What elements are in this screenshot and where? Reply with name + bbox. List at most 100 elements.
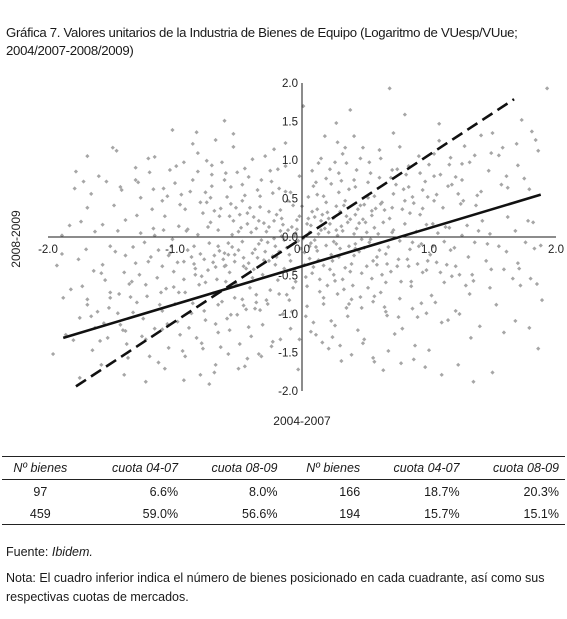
data-point: [162, 366, 167, 371]
data-point: [387, 86, 392, 91]
data-point: [447, 162, 452, 167]
data-point: [170, 127, 175, 133]
column-header: Nº bienes: [2, 456, 85, 480]
data-point: [419, 301, 424, 306]
data-point: [317, 277, 322, 282]
data-point: [480, 218, 485, 223]
data-point: [190, 141, 195, 146]
data-point: [115, 228, 120, 233]
data-point: [226, 252, 231, 257]
data-point: [68, 287, 73, 292]
data-point: [322, 226, 327, 231]
data-point: [410, 306, 415, 311]
data-point: [357, 249, 362, 254]
table-cell: 18.7%: [424, 485, 460, 499]
data-point: [236, 229, 241, 234]
data-point: [166, 253, 171, 258]
data-point: [456, 362, 461, 367]
data-point: [191, 244, 197, 249]
data-point: [282, 237, 287, 243]
data-point: [505, 185, 510, 190]
data-point: [383, 309, 388, 314]
data-point: [209, 184, 214, 189]
data-point: [382, 304, 387, 310]
data-point: [513, 228, 518, 233]
data-point: [250, 157, 255, 162]
data-point: [228, 201, 233, 206]
data-point: [351, 177, 357, 183]
data-point: [223, 279, 228, 284]
data-point: [280, 222, 286, 227]
data-point: [336, 170, 341, 176]
data-point: [453, 308, 458, 314]
data-point: [246, 324, 251, 330]
data-point: [365, 285, 371, 290]
data-point: [536, 148, 541, 153]
data-point: [227, 328, 232, 333]
data-point: [89, 191, 94, 196]
data-point: [346, 301, 352, 307]
data-point: [156, 360, 161, 365]
data-point: [207, 241, 212, 246]
data-point: [250, 251, 255, 256]
data-point: [293, 279, 298, 284]
data-point: [525, 218, 531, 223]
data-point: [191, 261, 197, 267]
data-point: [344, 160, 349, 166]
data-point: [252, 247, 258, 252]
data-point: [123, 328, 128, 334]
data-point: [461, 198, 466, 203]
data-point: [212, 208, 217, 213]
data-point: [199, 274, 204, 279]
data-point: [275, 167, 280, 172]
data-point: [383, 280, 388, 285]
data-point: [288, 326, 293, 331]
trend-lines: [62, 98, 542, 388]
data-point: [209, 163, 214, 168]
data-point: [365, 180, 371, 185]
data-point: [513, 318, 518, 324]
data-point: [401, 187, 406, 192]
data-point: [97, 338, 103, 344]
data-point: [197, 282, 202, 287]
scatter-chart: -2.0 -1.0 0.0 1.0 2.0 2.0 1.5 1.0 0.5 0.0 -0.5 -1.0…: [9, 78, 564, 428]
data-point: [67, 223, 72, 228]
data-point: [221, 257, 226, 262]
data-point: [227, 270, 232, 275]
data-point: [418, 212, 423, 217]
data-point: [268, 288, 273, 293]
data-point: [426, 348, 432, 353]
data-point: [437, 121, 442, 126]
data-point: [212, 370, 217, 375]
data-point: [111, 203, 117, 208]
data-point: [223, 263, 228, 268]
data-point: [114, 148, 119, 153]
data-point: [143, 337, 148, 342]
data-point: [338, 209, 343, 214]
data-point: [104, 179, 109, 184]
data-point: [363, 220, 368, 225]
data-point: [213, 264, 218, 270]
data-point: [378, 156, 383, 161]
data-point: [144, 294, 150, 299]
data-point: [240, 198, 245, 203]
data-point: [181, 160, 186, 165]
data-point: [259, 177, 264, 183]
data-point: [158, 290, 164, 295]
data-point: [311, 264, 316, 270]
data-point: [365, 195, 371, 200]
data-point: [242, 193, 247, 198]
data-point: [369, 276, 374, 281]
data-point: [250, 275, 255, 280]
data-point: [256, 241, 261, 247]
data-point: [329, 318, 334, 324]
data-point: [233, 205, 239, 210]
solid-trend-line: [62, 193, 542, 340]
data-point: [437, 138, 442, 143]
data-point: [254, 292, 259, 297]
data-point: [77, 315, 82, 320]
data-point: [396, 314, 401, 320]
data-point: [216, 302, 221, 307]
data-point: [282, 266, 287, 271]
data-point: [372, 359, 377, 364]
